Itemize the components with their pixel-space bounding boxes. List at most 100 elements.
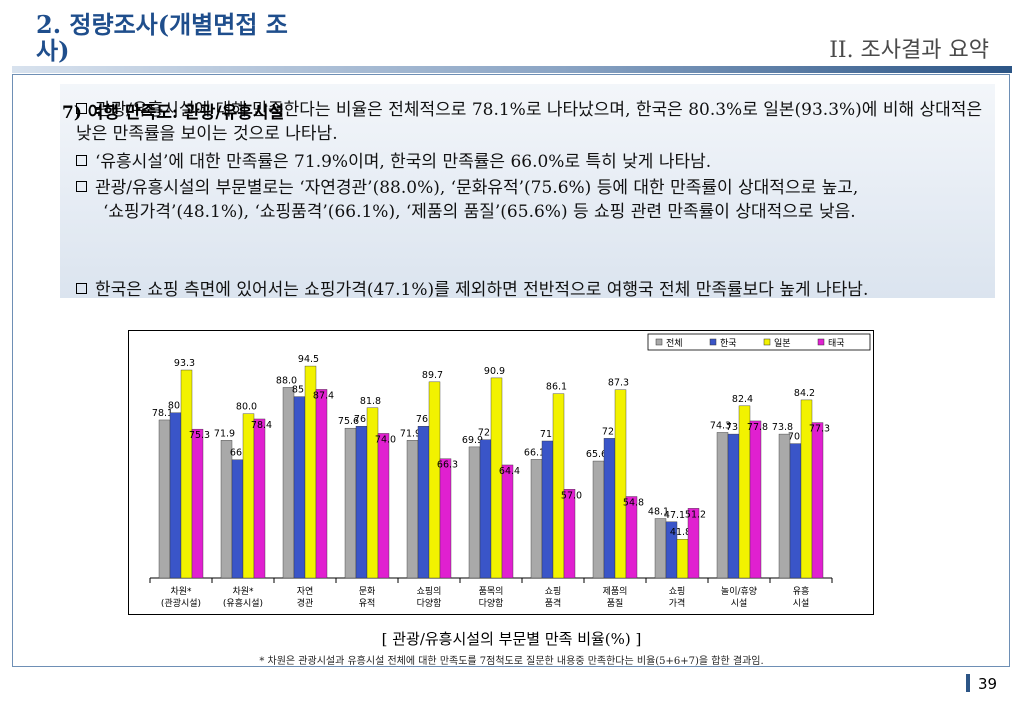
checkbox-bullet-icon — [76, 155, 87, 166]
chart-svg: 전체 한국 일본 태국78.180.393.375.3차원*(관광시설)71.966.… — [128, 330, 874, 615]
category-label: 경관 — [297, 597, 314, 609]
data-label: 72.5 — [602, 426, 623, 437]
bar — [625, 496, 638, 579]
checkbox-bullet-icon — [76, 181, 87, 192]
category-label: 다양함 — [417, 598, 442, 609]
category-label: 놀이/휴양 — [721, 586, 757, 597]
data-label: 71.9 — [214, 428, 235, 439]
data-label: 64.4 — [499, 466, 520, 477]
data-label: 87.3 — [608, 378, 629, 389]
data-label: 75.3 — [189, 430, 210, 441]
checkbox-bullet-icon — [76, 283, 87, 294]
category-label: 시설 — [793, 598, 810, 609]
footnote: * 차원은 관광시설과 유흥시설 전체에 대한 만족도를 7점척도로 질문한 내… — [259, 656, 764, 667]
data-label: 66.0 — [230, 448, 251, 459]
bullet-1: 관광/유흥시설에 대해 만족한다는 비율은 전체적으로 78.1%로 나타났으며… — [76, 98, 991, 146]
bar — [541, 440, 554, 579]
legend-label: 한국 — [720, 338, 737, 349]
data-label: 66.3 — [437, 460, 458, 471]
category-label: (유흥시설) — [223, 597, 263, 609]
data-label: 48.1 — [648, 507, 669, 518]
legend-swatch — [709, 338, 717, 346]
data-label: 73.8 — [726, 422, 747, 433]
bar — [417, 425, 430, 579]
data-label: 87.4 — [313, 390, 334, 401]
page-number: 39 — [978, 675, 998, 693]
data-label: 69.9 — [462, 435, 483, 446]
data-label: 66.1 — [524, 447, 545, 458]
legend-label: 일본 — [774, 338, 791, 349]
category-label: 유흥 — [793, 585, 810, 597]
checkbox-bullet-icon — [76, 103, 87, 114]
bar — [479, 439, 492, 579]
data-label: 54.8 — [623, 498, 644, 509]
bullet-3-text: 관광/유흥시설의 부문별로는 ‘자연경관’(88.0%), ‘문화유적’(75.… — [95, 178, 859, 198]
bar — [563, 489, 576, 579]
bar — [592, 460, 605, 579]
section-title: II. 조사결과 요약 — [829, 38, 989, 63]
page-title: 2. 정량조사(개별면접 조사) — [36, 10, 288, 65]
data-label: 73.8 — [772, 422, 793, 433]
data-label: 84.2 — [794, 388, 815, 399]
category-label: 유적 — [359, 597, 376, 609]
bar — [180, 369, 193, 579]
data-label: 85.2 — [292, 385, 313, 396]
bar — [530, 459, 543, 579]
category-label: 품목의 — [479, 586, 504, 597]
bar — [253, 418, 266, 579]
data-label: 86.1 — [546, 382, 567, 393]
data-label: 47.1 — [664, 510, 685, 521]
category-label: 차원* — [170, 585, 192, 597]
bar — [242, 413, 255, 579]
bar — [158, 419, 171, 579]
data-label: 81.8 — [360, 396, 381, 407]
category-label: 품질 — [607, 597, 624, 609]
bar — [614, 389, 627, 579]
legend-label: 전체 — [666, 338, 683, 349]
summary-panel — [60, 84, 995, 298]
data-label: 70.9 — [788, 432, 809, 443]
bar — [490, 377, 503, 579]
legend-swatch — [817, 338, 825, 346]
bar — [552, 393, 565, 579]
bar-chart: 전체 한국 일본 태국 78.1 80.3 93.3 75.3 차원* (관광시설) 71.9 66.… — [128, 330, 874, 615]
data-label: 89.7 — [422, 370, 443, 381]
bullet-4-text: 한국은 쇼핑 측면에 있어서는 쇼핑가격(47.1%)를 제외하면 전반적으로 … — [95, 280, 869, 300]
bar — [603, 438, 616, 579]
data-label: 77.8 — [747, 422, 768, 433]
category-label: 쇼핑의 — [417, 586, 442, 597]
data-label: 74.3 — [710, 420, 731, 431]
bar — [220, 440, 233, 579]
data-label: 78.1 — [152, 408, 173, 419]
bar — [282, 387, 295, 579]
section-label: 7) 여행 만족도: 관광/유흥시설 — [62, 103, 285, 123]
data-label: 75.6 — [338, 416, 359, 427]
data-label: 71.7 — [540, 429, 561, 440]
bar — [716, 432, 729, 579]
bar — [169, 412, 182, 579]
legend-swatch — [655, 338, 663, 346]
category-label: (관광시설) — [161, 597, 201, 609]
bullet-2: ‘유흥시설’에 대한 만족률은 71.9%이며, 한국의 만족률은 66.0%로… — [76, 150, 991, 174]
category-label: 시설 — [731, 598, 748, 609]
bar — [366, 407, 379, 579]
data-label: 74.0 — [375, 434, 396, 445]
bar — [501, 464, 514, 579]
content-frame — [12, 74, 1010, 667]
data-label: 76.2 — [354, 414, 375, 425]
data-label: 77.3 — [809, 424, 830, 435]
category-label: 문화 — [359, 586, 376, 597]
bullet-4: 한국은 쇼핑 측면에 있어서는 쇼핑가격(47.1%)를 제외하면 전반적으로 … — [76, 278, 991, 302]
category-label: 쇼핑 — [545, 586, 562, 597]
data-label: 57.0 — [561, 490, 582, 501]
category-label: 가격 — [669, 597, 686, 609]
legend-swatch — [763, 338, 771, 346]
data-label: 82.4 — [732, 394, 753, 405]
bar — [727, 433, 740, 579]
bar — [231, 459, 244, 579]
bar — [344, 427, 357, 579]
category-label: 품격 — [545, 597, 562, 609]
bar — [654, 518, 667, 579]
chart-caption: [ 관광/유흥시설의 부문별 만족 비율(%) ] — [381, 630, 642, 648]
data-label: 65.6 — [586, 449, 607, 460]
